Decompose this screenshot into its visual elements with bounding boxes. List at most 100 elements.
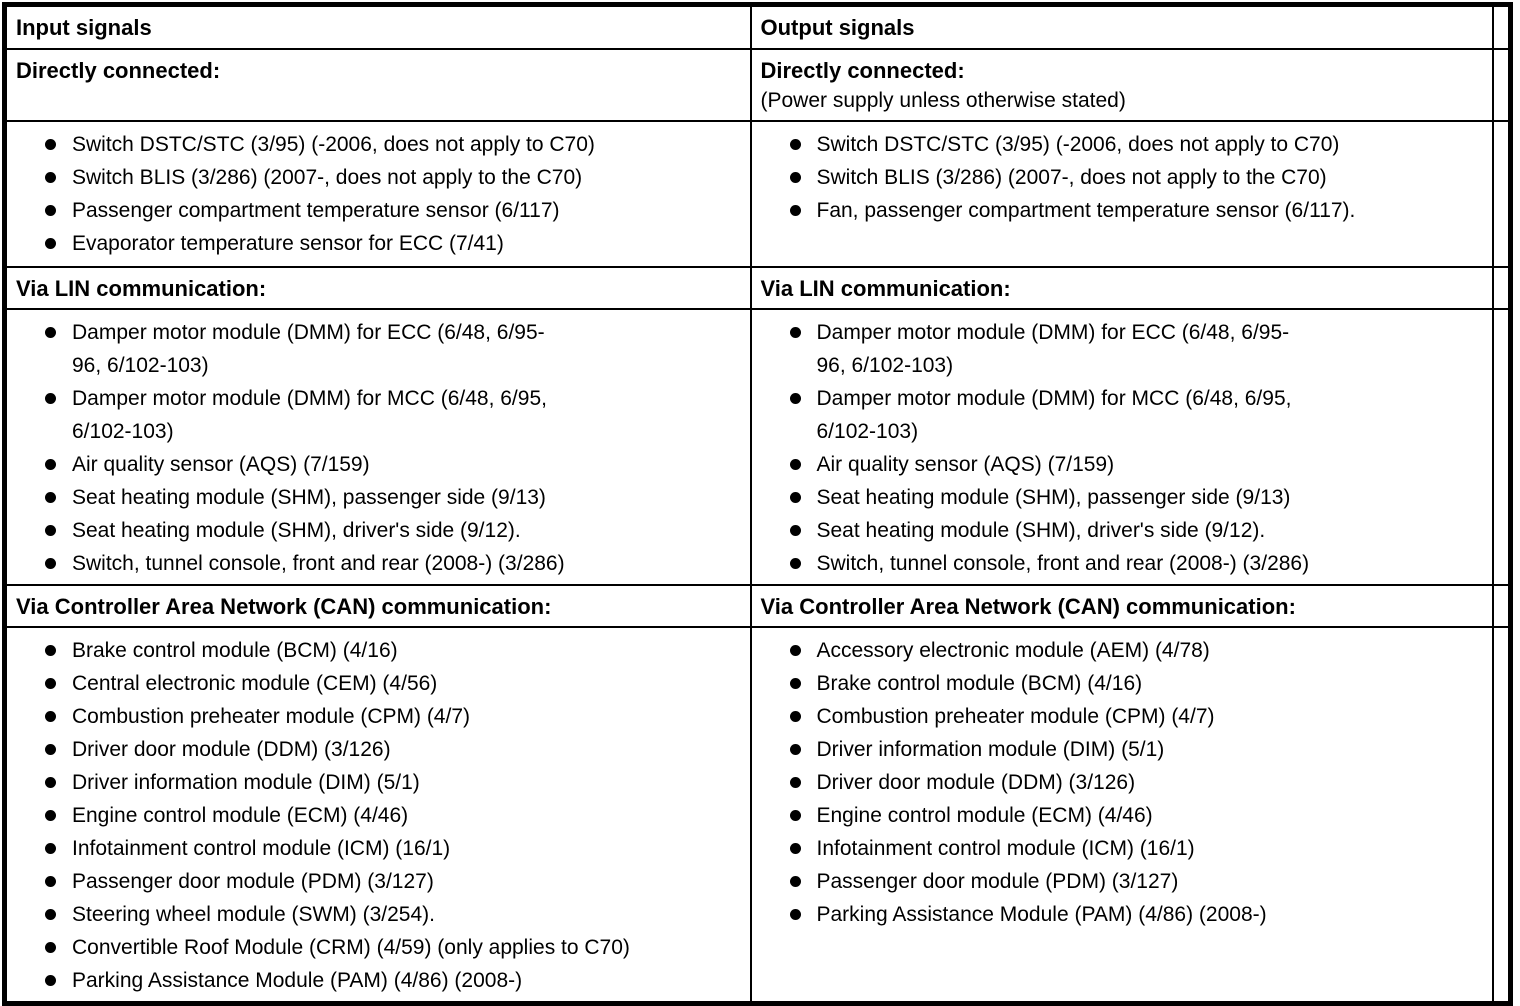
list-item: Seat heating module (SHM), driver's side… xyxy=(11,514,571,547)
list-item-text: Damper motor module (DMM) for MCC (6/48,… xyxy=(72,386,547,443)
list-item-text: Evaporator temperature sensor for ECC (7… xyxy=(72,231,504,255)
bullet-icon xyxy=(45,491,56,503)
list-item: Fan, passenger compartment temperature s… xyxy=(756,194,1486,227)
bullet-icon xyxy=(45,458,56,470)
list-item-text: Switch, tunnel console, front and rear (… xyxy=(816,551,1310,575)
bullet-icon xyxy=(789,138,801,150)
bullet-icon xyxy=(789,204,801,216)
list-item: Seat heating module (SHM), passenger sid… xyxy=(756,481,1316,514)
bullet-list-can-input: Brake control module (BCM) (4/16) Centra… xyxy=(11,634,744,997)
list-item: Brake control module (BCM) (4/16) xyxy=(756,667,1486,700)
section-row-direct-items: Switch DSTC/STC (3/95) (-2006, does not … xyxy=(3,119,1512,268)
section-items-cell-can-output: Accessory electronic module (AEM) (4/78)… xyxy=(749,625,1494,1004)
list-item: Combustion preheater module (CPM) (4/7) xyxy=(756,700,1486,733)
bullet-icon xyxy=(45,557,56,569)
list-item-text: Seat heating module (SHM), driver's side… xyxy=(816,518,1266,542)
list-item-text: Switch BLIS (3/286) (2007-, does not app… xyxy=(816,165,1327,189)
bullet-icon xyxy=(45,776,56,788)
section-items-cell-direct-output: Switch DSTC/STC (3/95) (-2006, does not … xyxy=(749,119,1494,268)
list-item-text: Accessory electronic module (AEM) (4/78) xyxy=(816,638,1210,662)
list-item-text: Damper motor module (DMM) for ECC (6/48,… xyxy=(816,320,1290,377)
spacer-cell xyxy=(1491,119,1512,268)
list-item-text: Driver information module (DIM) (5/1) xyxy=(72,770,420,794)
section-title-can-output: Via Controller Area Network (CAN) commun… xyxy=(760,593,1296,619)
bullet-list-lin-output: Damper motor module (DMM) for ECC (6/48,… xyxy=(756,316,1486,580)
list-item: Steering wheel module (SWM) (3/254). xyxy=(11,898,744,931)
spacer-cell xyxy=(1491,307,1512,586)
bullet-icon xyxy=(789,491,801,503)
list-item-text: Passenger door module (PDM) (3/127) xyxy=(816,869,1179,893)
list-item: Combustion preheater module (CPM) (4/7) xyxy=(11,700,744,733)
bullet-icon xyxy=(45,743,56,755)
spacer-cell xyxy=(1491,625,1512,1004)
list-item-text: Driver information module (DIM) (5/1) xyxy=(816,737,1165,761)
spacer-cell xyxy=(1491,47,1512,122)
list-item: Engine control module (ECM) (4/46) xyxy=(11,799,744,832)
list-item-text: Brake control module (BCM) (4/16) xyxy=(72,638,398,662)
spacer-cell xyxy=(1491,265,1512,310)
column-header-output-signals: Output signals xyxy=(749,3,1494,50)
bullet-icon xyxy=(789,776,801,788)
bullet-icon xyxy=(45,237,56,249)
bullet-icon xyxy=(789,326,801,338)
section-title-cell-can-output: Via Controller Area Network (CAN) commun… xyxy=(749,583,1494,628)
section-title-cell-direct-input: Directly connected: xyxy=(3,47,752,122)
list-item-text: Engine control module (ECM) (4/46) xyxy=(72,803,409,827)
section-title-cell-direct-output: Directly connected: (Power supply unless… xyxy=(749,47,1494,122)
list-item-text: Fan, passenger compartment temperature s… xyxy=(816,198,1356,222)
list-item: Switch, tunnel console, front and rear (… xyxy=(11,547,571,580)
list-item: Seat heating module (SHM), driver's side… xyxy=(756,514,1316,547)
bullet-icon xyxy=(789,524,801,536)
section-title-cell-lin-input: Via LIN communication: xyxy=(3,265,752,310)
list-item-text: Air quality sensor (AQS) (7/159) xyxy=(72,452,370,476)
section-items-cell-direct-input: Switch DSTC/STC (3/95) (-2006, does not … xyxy=(3,119,752,268)
list-item-text: Parking Assistance Module (PAM) (4/86) (… xyxy=(816,902,1267,926)
bullet-icon xyxy=(45,138,56,150)
bullet-icon xyxy=(789,171,801,183)
list-item: Infotainment control module (ICM) (16/1) xyxy=(756,832,1486,865)
section-items-cell-can-input: Brake control module (BCM) (4/16) Centra… xyxy=(3,625,752,1004)
section-title-can-input: Via Controller Area Network (CAN) commun… xyxy=(16,593,552,619)
bullet-icon xyxy=(789,809,801,821)
list-item-text: Convertible Roof Module (CRM) (4/59) (on… xyxy=(72,935,630,959)
list-item: Driver door module (DDM) (3/126) xyxy=(11,733,744,766)
list-item: Air quality sensor (AQS) (7/159) xyxy=(11,448,571,481)
list-item: Driver information module (DIM) (5/1) xyxy=(756,733,1486,766)
list-item-text: Seat heating module (SHM), passenger sid… xyxy=(816,485,1291,509)
list-item: Seat heating module (SHM), passenger sid… xyxy=(11,481,571,514)
section-title-direct-input: Directly connected: xyxy=(16,57,221,83)
list-item: Engine control module (ECM) (4/46) xyxy=(756,799,1486,832)
list-item-text: Passenger compartment temperature sensor… xyxy=(72,198,560,222)
list-item: Switch, tunnel console, front and rear (… xyxy=(756,547,1316,580)
list-item-text: Driver door module (DDM) (3/126) xyxy=(816,770,1136,794)
list-item-text: Infotainment control module (ICM) (16/1) xyxy=(72,836,451,860)
section-row-lin-title: Via LIN communication: Via LIN communica… xyxy=(3,265,1512,310)
bullet-icon xyxy=(789,875,801,887)
bullet-icon xyxy=(45,842,56,854)
bullet-icon xyxy=(45,644,56,656)
list-item: Central electronic module (CEM) (4/56) xyxy=(11,667,744,700)
bullet-icon xyxy=(45,326,56,338)
list-item-text: Seat heating module (SHM), passenger sid… xyxy=(72,485,546,509)
list-item: Convertible Roof Module (CRM) (4/59) (on… xyxy=(11,931,744,964)
list-item: Switch BLIS (3/286) (2007-, does not app… xyxy=(756,161,1486,194)
list-item-text: Passenger door module (PDM) (3/127) xyxy=(72,869,434,893)
list-item: Passenger door module (PDM) (3/127) xyxy=(756,865,1486,898)
bullet-icon xyxy=(789,392,801,404)
list-item: Passenger door module (PDM) (3/127) xyxy=(11,865,744,898)
bullet-icon xyxy=(789,743,801,755)
list-item-text: Damper motor module (DMM) for ECC (6/48,… xyxy=(72,320,545,377)
list-item: Damper motor module (DMM) for ECC (6/48,… xyxy=(756,316,1316,382)
bullet-icon xyxy=(789,644,801,656)
section-subtitle-direct-output: (Power supply unless otherwise stated) xyxy=(760,88,1126,112)
list-item-text: Central electronic module (CEM) (4/56) xyxy=(72,671,438,695)
bullet-icon xyxy=(45,710,56,722)
bullet-icon xyxy=(789,557,801,569)
bullet-icon xyxy=(789,458,801,470)
list-item: Driver information module (DIM) (5/1) xyxy=(11,766,744,799)
list-item: Switch DSTC/STC (3/95) (-2006, does not … xyxy=(11,128,744,161)
spacer-cell xyxy=(1491,3,1512,50)
bullet-icon xyxy=(45,974,56,986)
list-item: Driver door module (DDM) (3/126) xyxy=(756,766,1486,799)
